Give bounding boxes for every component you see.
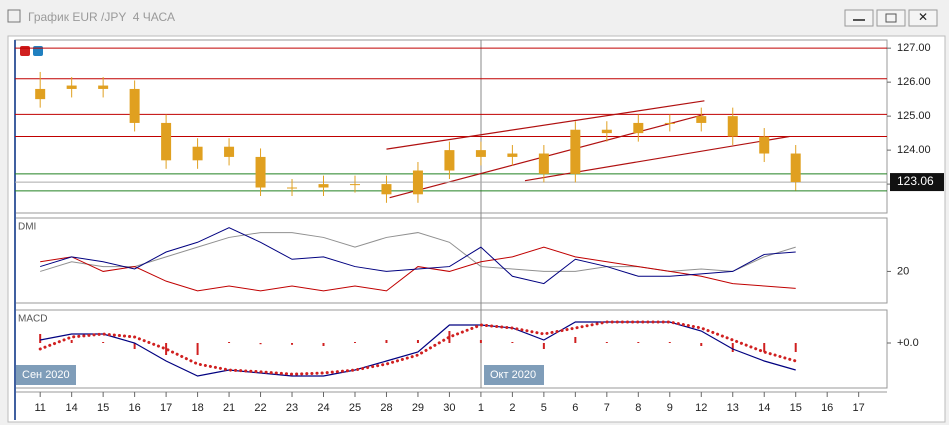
dmi-pane (14, 217, 888, 304)
minimize-button[interactable] (844, 9, 874, 27)
x-tick-label: 8 (635, 402, 641, 414)
restore-icon (885, 13, 897, 23)
candle-body (633, 122, 644, 134)
candle-body (475, 150, 486, 157)
candle-body (349, 184, 360, 186)
x-tick-label: 7 (604, 402, 610, 414)
x-tick-label: 25 (349, 402, 361, 414)
price-pane (14, 39, 888, 214)
candle-body (224, 146, 235, 157)
candle-body (412, 170, 423, 195)
candle-body (570, 129, 581, 174)
close-icon: ✕ (918, 10, 928, 24)
candle-body (759, 136, 770, 154)
window-title: График EUR /JPY 4 ЧАСА (28, 10, 175, 24)
period-label: Сен 2020 (22, 369, 70, 381)
x-tick-label: 24 (317, 402, 329, 414)
candle-body (287, 187, 298, 189)
x-tick-label: 23 (286, 402, 298, 414)
x-tick-label: 15 (97, 402, 109, 414)
pane-title: DMI (18, 222, 36, 233)
candle-body (664, 122, 675, 124)
y-tick-label: 20 (897, 265, 909, 277)
window-buttons[interactable]: ✕ (844, 9, 938, 27)
candle-body (601, 129, 612, 134)
x-tick-label: 28 (380, 402, 392, 414)
trendline (524, 135, 790, 182)
last-price-label: 123.06 (897, 174, 934, 188)
macd-line (38, 320, 798, 376)
candle-body (318, 184, 329, 188)
y-tick-label: 125.00 (897, 110, 931, 122)
close-button[interactable] (908, 9, 938, 27)
toolbar-blue[interactable] (33, 46, 43, 56)
candle-body (129, 88, 140, 123)
dmi-line (40, 227, 796, 285)
toolbar-red[interactable] (20, 46, 30, 56)
x-tick-label: 21 (223, 402, 235, 414)
x-tick-label: 5 (541, 402, 547, 414)
x-tick-label: 29 (412, 402, 424, 414)
x-tick-label: 17 (160, 402, 172, 414)
y-tick-label: +0.0 (897, 337, 919, 349)
window-icon (7, 9, 21, 23)
x-tick-label: 16 (128, 402, 140, 414)
plot-layer: 123.00124.00125.00126.00127.00123.0620DM… (15, 42, 944, 414)
x-tick-label: 13 (727, 402, 739, 414)
restore-button[interactable] (876, 9, 906, 27)
candle-body (192, 146, 203, 161)
candle-body (98, 85, 109, 89)
last-price-box (890, 173, 944, 192)
candle-body (161, 122, 172, 161)
candle-body (538, 153, 549, 174)
candle-body (790, 153, 801, 183)
period-box (484, 365, 544, 385)
x-tick-label: 30 (443, 402, 455, 414)
x-tick-label: 14 (66, 402, 78, 414)
candle-body (727, 116, 738, 137)
x-tick-label: 12 (695, 402, 707, 414)
candle-body (507, 153, 518, 157)
x-tick-label: 1 (478, 402, 484, 414)
y-tick-label: 124.00 (897, 144, 931, 156)
candle-body (381, 184, 392, 195)
x-tick-label: 16 (821, 402, 833, 414)
period-label: Окт 2020 (490, 369, 536, 381)
macd-pane (14, 309, 888, 389)
dmi-line (40, 246, 796, 292)
candle-body (444, 150, 455, 171)
candle-body (66, 85, 77, 89)
y-tick-label: 126.00 (897, 76, 931, 88)
y-tick-label: 127.00 (897, 42, 931, 54)
x-tick-label: 2 (509, 402, 515, 414)
trendline (386, 100, 705, 150)
period-box (16, 365, 76, 385)
x-tick-label: 22 (254, 402, 266, 414)
candle-body (696, 116, 707, 123)
pane-title: MACD (18, 314, 47, 325)
candle-body (35, 88, 46, 100)
candle-body (255, 156, 266, 188)
x-tick-label: 6 (572, 402, 578, 414)
x-tick-label: 14 (758, 402, 770, 414)
x-tick-label: 17 (853, 402, 865, 414)
x-tick-label: 9 (667, 402, 673, 414)
x-tick-label: 18 (191, 402, 203, 414)
x-tick-label: 15 (790, 402, 802, 414)
x-tick-label: 11 (34, 402, 45, 414)
